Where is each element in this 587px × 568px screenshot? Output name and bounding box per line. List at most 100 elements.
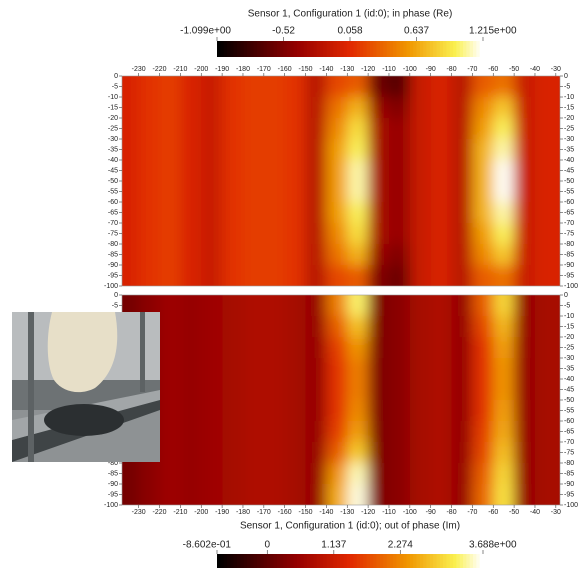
y-tick-label: -10 xyxy=(108,94,118,101)
heat-cell xyxy=(514,316,536,338)
heat-cell xyxy=(410,421,432,443)
colorbar-label: -1.099e+00 xyxy=(180,26,231,37)
heat-cell xyxy=(389,463,411,485)
heat-cell xyxy=(160,139,182,161)
heat-cell xyxy=(264,97,286,119)
heat-cell xyxy=(222,400,244,422)
heat-cell xyxy=(98,118,140,140)
heat-cell xyxy=(410,181,432,203)
heat-cell xyxy=(514,421,536,443)
heat-cell xyxy=(222,421,244,443)
y-tick-label: -65 xyxy=(564,209,574,216)
heat-cell xyxy=(160,337,182,359)
y-tick-label: -70 xyxy=(108,220,118,227)
y-tick-label: -90 xyxy=(108,481,118,488)
heat-cell xyxy=(306,181,328,203)
y-tick-label: -50 xyxy=(108,178,118,185)
heat-cell xyxy=(243,118,265,140)
heat-cell xyxy=(452,463,474,485)
y-tick-label: -20 xyxy=(108,115,118,122)
heat-cell xyxy=(368,202,390,224)
heat-cell xyxy=(493,181,515,203)
heat-cell xyxy=(285,337,307,359)
colorbar-title: Sensor 1, Configuration 1 (id:0); in pha… xyxy=(248,9,453,20)
y-tick-label: -55 xyxy=(108,188,118,195)
heat-cell xyxy=(201,463,223,485)
x-tick-label: -230 xyxy=(132,509,146,516)
heat-cell xyxy=(389,421,411,443)
heat-cell xyxy=(222,337,244,359)
heat-cell xyxy=(514,139,536,161)
heat-cell xyxy=(347,400,369,422)
heat-cell xyxy=(326,97,348,119)
heat-cell xyxy=(368,160,390,182)
heat-cell xyxy=(431,139,453,161)
heat-cell xyxy=(180,463,202,485)
heat-cell xyxy=(201,181,223,203)
heat-cell xyxy=(431,316,453,338)
heat-cell xyxy=(264,118,286,140)
heat-cell xyxy=(431,337,453,359)
y-tick-label: -35 xyxy=(108,146,118,153)
heat-cell xyxy=(347,442,369,464)
x-tick-label: -80 xyxy=(446,509,456,516)
x-tick-label: -150 xyxy=(299,509,313,516)
heat-cell xyxy=(452,379,474,401)
heat-cell xyxy=(243,244,265,266)
heat-cell xyxy=(139,160,161,182)
heat-cell xyxy=(347,337,369,359)
heat-cell xyxy=(493,337,515,359)
heat-cell xyxy=(452,316,474,338)
x-tick-label: -40 xyxy=(530,509,540,516)
heat-cell xyxy=(326,442,348,464)
heat-cell xyxy=(347,316,369,338)
heat-cell xyxy=(368,358,390,380)
heat-cell xyxy=(514,379,536,401)
x-tick-label: -160 xyxy=(278,66,292,73)
heat-cell xyxy=(389,400,411,422)
heat-cell xyxy=(285,421,307,443)
heat-cell xyxy=(98,160,140,182)
heat-cell xyxy=(160,223,182,245)
heat-cell xyxy=(180,56,202,98)
heat-cell xyxy=(306,442,328,464)
heat-cell xyxy=(306,97,328,119)
heat-cell xyxy=(493,400,515,422)
photo-inset xyxy=(12,312,160,462)
colorbar-label: -8.602e-01 xyxy=(183,540,232,551)
heatmap-cells xyxy=(98,56,577,307)
heat-cell xyxy=(285,316,307,338)
heat-cell xyxy=(201,56,223,98)
heat-cell xyxy=(452,160,474,182)
heat-cell xyxy=(139,118,161,140)
heat-cell xyxy=(264,421,286,443)
x-tick-label: -100 xyxy=(403,66,417,73)
x-tick-label: -90 xyxy=(426,66,436,73)
heat-cell xyxy=(368,337,390,359)
x-tick-label: -210 xyxy=(173,509,187,516)
y-tick-label: -90 xyxy=(108,262,118,269)
heat-cell xyxy=(347,421,369,443)
heat-cell xyxy=(493,244,515,266)
heat-cell xyxy=(139,139,161,161)
heat-cell xyxy=(493,421,515,443)
heat-cell xyxy=(222,202,244,224)
y-tick-label: -80 xyxy=(564,241,574,248)
heat-cell xyxy=(180,337,202,359)
heat-cell xyxy=(243,223,265,245)
heat-cell xyxy=(452,400,474,422)
heat-cell xyxy=(306,379,328,401)
y-tick-label: -35 xyxy=(564,146,574,153)
heat-cell xyxy=(243,160,265,182)
heat-cell xyxy=(431,442,453,464)
heat-cell xyxy=(514,118,536,140)
heat-cell xyxy=(285,202,307,224)
heat-cell xyxy=(410,316,432,338)
heat-cell xyxy=(285,97,307,119)
colorbar-segment xyxy=(480,554,484,568)
heat-cell xyxy=(160,181,182,203)
heat-cell xyxy=(368,244,390,266)
colorbar-label: -0.52 xyxy=(272,26,295,37)
charts: -230-220-210-200-190-180-170-160-150-140… xyxy=(98,9,578,568)
x-tick-label: -90 xyxy=(426,509,436,516)
